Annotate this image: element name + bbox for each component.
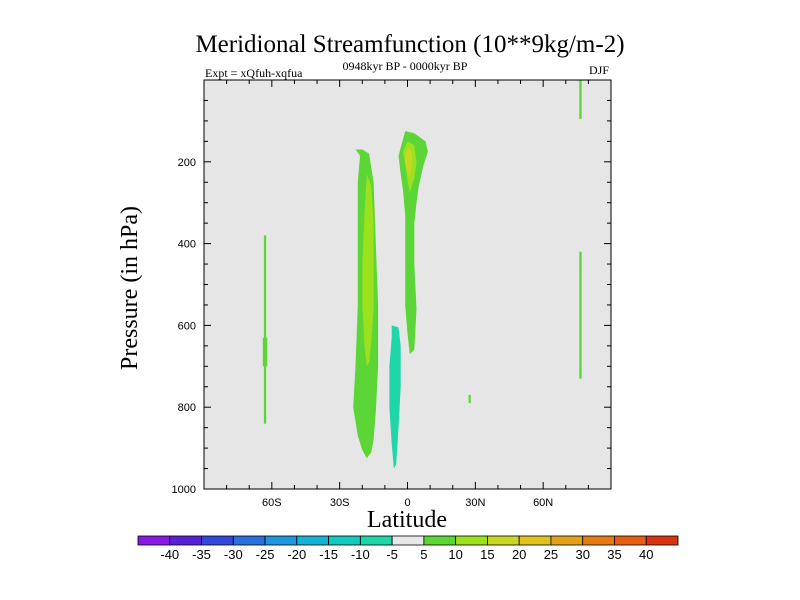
contour-positive-blob-27N xyxy=(468,394,471,404)
colorbar-swatch xyxy=(328,535,361,546)
colorbar-swatch xyxy=(518,535,552,546)
y-tick-label: 200 xyxy=(178,157,196,169)
colorbar-label: -30 xyxy=(224,547,243,562)
colorbar-swatch xyxy=(487,535,520,546)
colorbar-swatch xyxy=(550,535,584,546)
y-tick-label: 600 xyxy=(178,320,196,332)
axis-ticks: 60S 30S 0 30N 60N 200 400 600 800 1000 xyxy=(172,80,611,509)
colorbar-label: 15 xyxy=(480,547,494,562)
contour-positive-strip-75N-bottom xyxy=(579,251,582,379)
experiment-label: Expt = xQfuh-xqfua xyxy=(205,66,303,80)
y-tick-label: 400 xyxy=(178,239,196,251)
contour-positive-cell-equatorial xyxy=(398,131,428,354)
colorbar-swatch xyxy=(169,535,202,546)
x-tick-label: 60N xyxy=(533,497,553,509)
colorbar-label: 20 xyxy=(512,547,526,562)
season-label: DJF xyxy=(589,63,609,77)
x-tick-label: 60S xyxy=(262,497,282,509)
contour-positive-strip-60S xyxy=(263,235,267,424)
x-axis-label: Latitude xyxy=(367,507,447,533)
colorbar-swatch xyxy=(391,535,425,546)
colorbar-label: -40 xyxy=(160,547,179,562)
plot-area xyxy=(203,79,612,490)
colorbar-swatch xyxy=(232,535,266,546)
colorbar-swatch xyxy=(423,535,457,546)
contour-positive-core-equatorial-inner xyxy=(405,147,412,179)
x-tick-label: 30N xyxy=(465,497,485,509)
colorbar-label: -35 xyxy=(192,547,211,562)
chart-title: Meridional Streamfunction (10**9kg/m-2) xyxy=(195,31,624,58)
colorbar-label: 35 xyxy=(607,547,621,562)
contour-positive-core-southern xyxy=(362,174,374,367)
colorbar-label: 25 xyxy=(544,547,558,562)
colorbar-swatch xyxy=(137,535,171,546)
colorbar-label: 10 xyxy=(448,547,462,562)
colorbar-swatch xyxy=(645,535,679,546)
y-tick-label: 1000 xyxy=(172,484,196,496)
colorbar-swatch xyxy=(264,535,298,546)
colorbar-label: 30 xyxy=(575,547,589,562)
colorbar-swatch xyxy=(614,535,647,546)
colorbar-label: 5 xyxy=(420,547,427,562)
colorbar-label: -5 xyxy=(386,547,398,562)
x-tick-label: 30S xyxy=(330,497,350,509)
x-tick-label: 0 xyxy=(404,497,410,509)
colorbar-swatch xyxy=(455,535,488,546)
colorbar-label: 40 xyxy=(639,547,653,562)
colorbar-swatch xyxy=(201,535,234,546)
colorbar-swatch xyxy=(296,535,329,546)
colorbar-label: -10 xyxy=(351,547,370,562)
colorbar-label: -15 xyxy=(319,547,338,562)
colorbar-swatch xyxy=(582,535,615,546)
y-tick-label: 800 xyxy=(178,402,196,414)
colorbar-label: -20 xyxy=(287,547,306,562)
contour-negative-cell-equatorial xyxy=(389,325,401,469)
period-label: 0948kyr BP - 0000kyr BP xyxy=(343,59,468,73)
y-axis-label: Pressure (in hPa) xyxy=(117,206,143,370)
colorbar: -40 -35 -30 -25 -20 -15 -10 -5 5 10 15 20 25 30 35 40 xyxy=(137,535,679,562)
colorbar-label: -25 xyxy=(256,547,275,562)
colorbar-swatch xyxy=(359,535,393,546)
contour-positive-strip-60S-bulge xyxy=(262,337,268,367)
contour-positive-strip-75N-top xyxy=(579,80,582,119)
